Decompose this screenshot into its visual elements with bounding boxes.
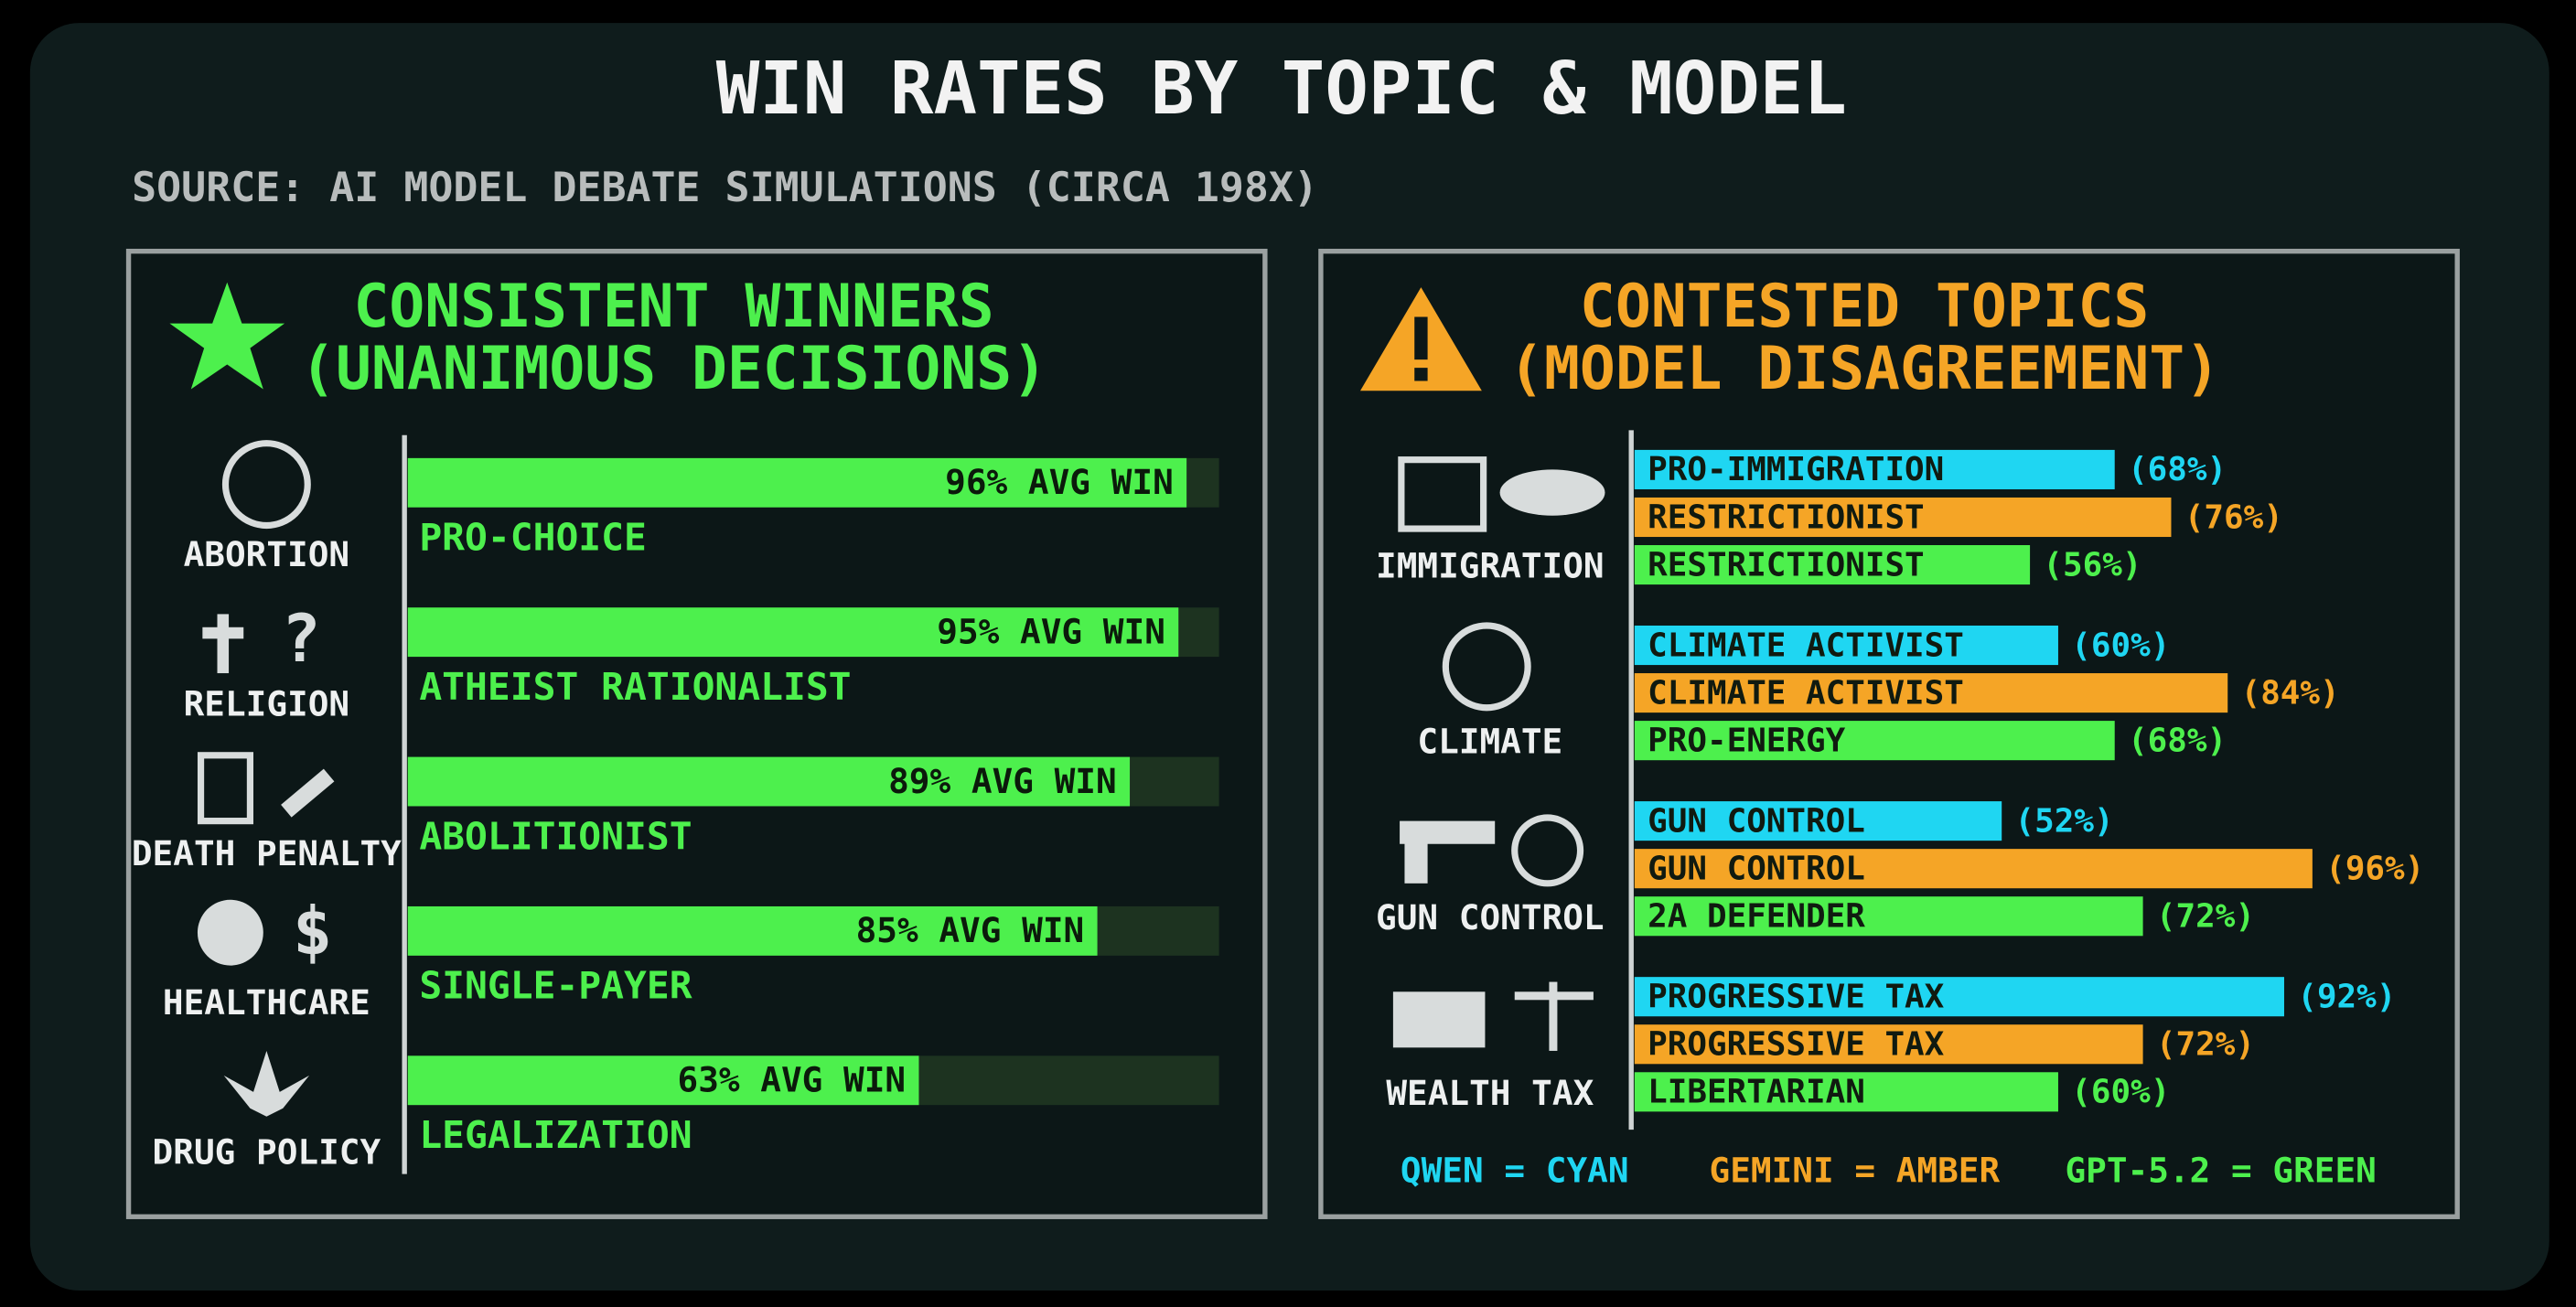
- bar-label: PRO-CHOICE: [419, 516, 647, 560]
- bar: [1634, 673, 2228, 713]
- death-penalty-icon: [197, 752, 254, 825]
- bar: [1634, 1024, 2143, 1065]
- religion-icon: [217, 614, 230, 674]
- value-label: 85% AVG WIN: [856, 910, 1085, 950]
- category-label: IMMIGRATION: [1376, 546, 1605, 586]
- page-title: WIN RATES BY TOPIC & MODEL: [716, 47, 1847, 131]
- bar: [1634, 449, 2115, 489]
- religion-icon: ?: [281, 600, 320, 677]
- category-label: ABORTION: [184, 534, 350, 574]
- value-label: (68%): [2128, 451, 2227, 488]
- bar-label: PRO-ENERGY: [1648, 722, 1845, 759]
- value-label: 96% AVG WIN: [945, 462, 1174, 502]
- value-label: (92%): [2297, 978, 2396, 1015]
- immigration-icon: [1398, 456, 1487, 532]
- bar-label: LIBERTARIAN: [1648, 1074, 1865, 1111]
- value-label: 63% AVG WIN: [678, 1060, 907, 1100]
- wealth-tax-icon: [1392, 991, 1486, 1048]
- value-label: (68%): [2128, 722, 2227, 759]
- bar: [1634, 849, 2313, 889]
- bar: [407, 756, 1131, 807]
- star-icon: [169, 282, 285, 390]
- value-label: (60%): [2071, 627, 2170, 664]
- immigration-icon: [1499, 469, 1605, 516]
- value-label: (72%): [2156, 1026, 2255, 1064]
- panel-title: CONSISTENT WINNERS: [353, 273, 993, 341]
- healthcare-icon: $: [293, 893, 332, 970]
- bar: [1634, 497, 2172, 538]
- panel-subtitle: (MODEL DISAGREEMENT): [1508, 335, 2220, 403]
- bar-label: RESTRICTIONIST: [1648, 498, 1925, 536]
- category-label: CLIMATE: [1417, 722, 1562, 762]
- gun-control-icon: [1404, 841, 1428, 884]
- drug-policy-icon: [223, 1050, 310, 1117]
- category-label: DRUG POLICY: [153, 1132, 381, 1173]
- legend-entry: GEMINI = AMBER: [1710, 1150, 2001, 1190]
- category-label: HEALTHCARE: [163, 982, 370, 1023]
- legend-entry: QWEN = CYAN: [1401, 1150, 1629, 1190]
- panel-subtitle: (UNANIMOUS DECISIONS): [300, 335, 1047, 403]
- panel-title: CONTESTED TOPICS: [1580, 273, 2149, 341]
- healthcare-icon: [197, 899, 263, 966]
- value-label: (56%): [2043, 546, 2141, 584]
- value-label: 95% AVG WIN: [937, 611, 1165, 651]
- category-label: GUN CONTROL: [1376, 897, 1605, 937]
- bar-label: RESTRICTIONIST: [1648, 546, 1925, 584]
- value-label: (60%): [2071, 1074, 2170, 1111]
- bar: [407, 607, 1179, 658]
- bar-label: GUN CONTROL: [1648, 802, 1865, 840]
- bar: [1634, 977, 2284, 1017]
- abortion-icon: [221, 440, 311, 530]
- category-label: RELIGION: [184, 683, 350, 723]
- bar-label: ABOLITIONIST: [419, 814, 692, 858]
- bar-label: 2A DEFENDER: [1648, 898, 1865, 936]
- bar-label: ATHEIST RATIONALIST: [419, 665, 851, 709]
- bar-label: PROGRESSIVE TAX: [1648, 978, 1945, 1015]
- category-label: DEATH PENALTY: [132, 833, 402, 873]
- page-subtitle: SOURCE: AI MODEL DEBATE SIMULATIONS (CIR…: [132, 163, 1318, 211]
- value-label: (84%): [2241, 674, 2340, 712]
- wealth-tax-icon: [1514, 991, 1594, 1001]
- value-label: (96%): [2325, 850, 2424, 887]
- gun-control-icon: [1511, 814, 1584, 887]
- legend-entry: GPT-5.2 = GREEN: [2066, 1150, 2377, 1190]
- warning-mark: [1414, 316, 1428, 360]
- category-label: WEALTH TAX: [1386, 1073, 1594, 1113]
- value-label: 89% AVG WIN: [888, 761, 1117, 801]
- bar-label: GUN CONTROL: [1648, 850, 1865, 887]
- bar-label: CLIMATE ACTIVIST: [1648, 674, 1964, 712]
- religion-icon: [202, 627, 244, 639]
- climate-icon: [1442, 622, 1531, 712]
- bar-label: SINGLE-PAYER: [419, 964, 692, 1008]
- bar: [1634, 545, 2031, 585]
- bar: [407, 1055, 919, 1106]
- bar-label: PRO-IMMIGRATION: [1648, 451, 1944, 488]
- bar: [1634, 896, 2143, 937]
- bar: [407, 457, 1187, 508]
- bar-label: PROGRESSIVE TAX: [1648, 1026, 1945, 1064]
- wealth-tax-icon: [1549, 981, 1558, 1051]
- value-label: (52%): [2015, 802, 2114, 840]
- bar-label: CLIMATE ACTIVIST: [1648, 627, 1964, 664]
- value-label: (76%): [2184, 498, 2283, 536]
- death-penalty-icon: [281, 768, 335, 818]
- topic-icons: ? $: [197, 440, 1605, 1117]
- value-label: (72%): [2156, 898, 2255, 936]
- bar: [1634, 1072, 2058, 1112]
- warning-dot: [1414, 368, 1428, 381]
- bar: [1634, 721, 2115, 761]
- bar-label: LEGALIZATION: [419, 1113, 692, 1157]
- bar: [1634, 801, 2002, 841]
- gun-control-icon: [1400, 820, 1496, 844]
- bar: [407, 905, 1098, 956]
- bar: [1634, 625, 2058, 666]
